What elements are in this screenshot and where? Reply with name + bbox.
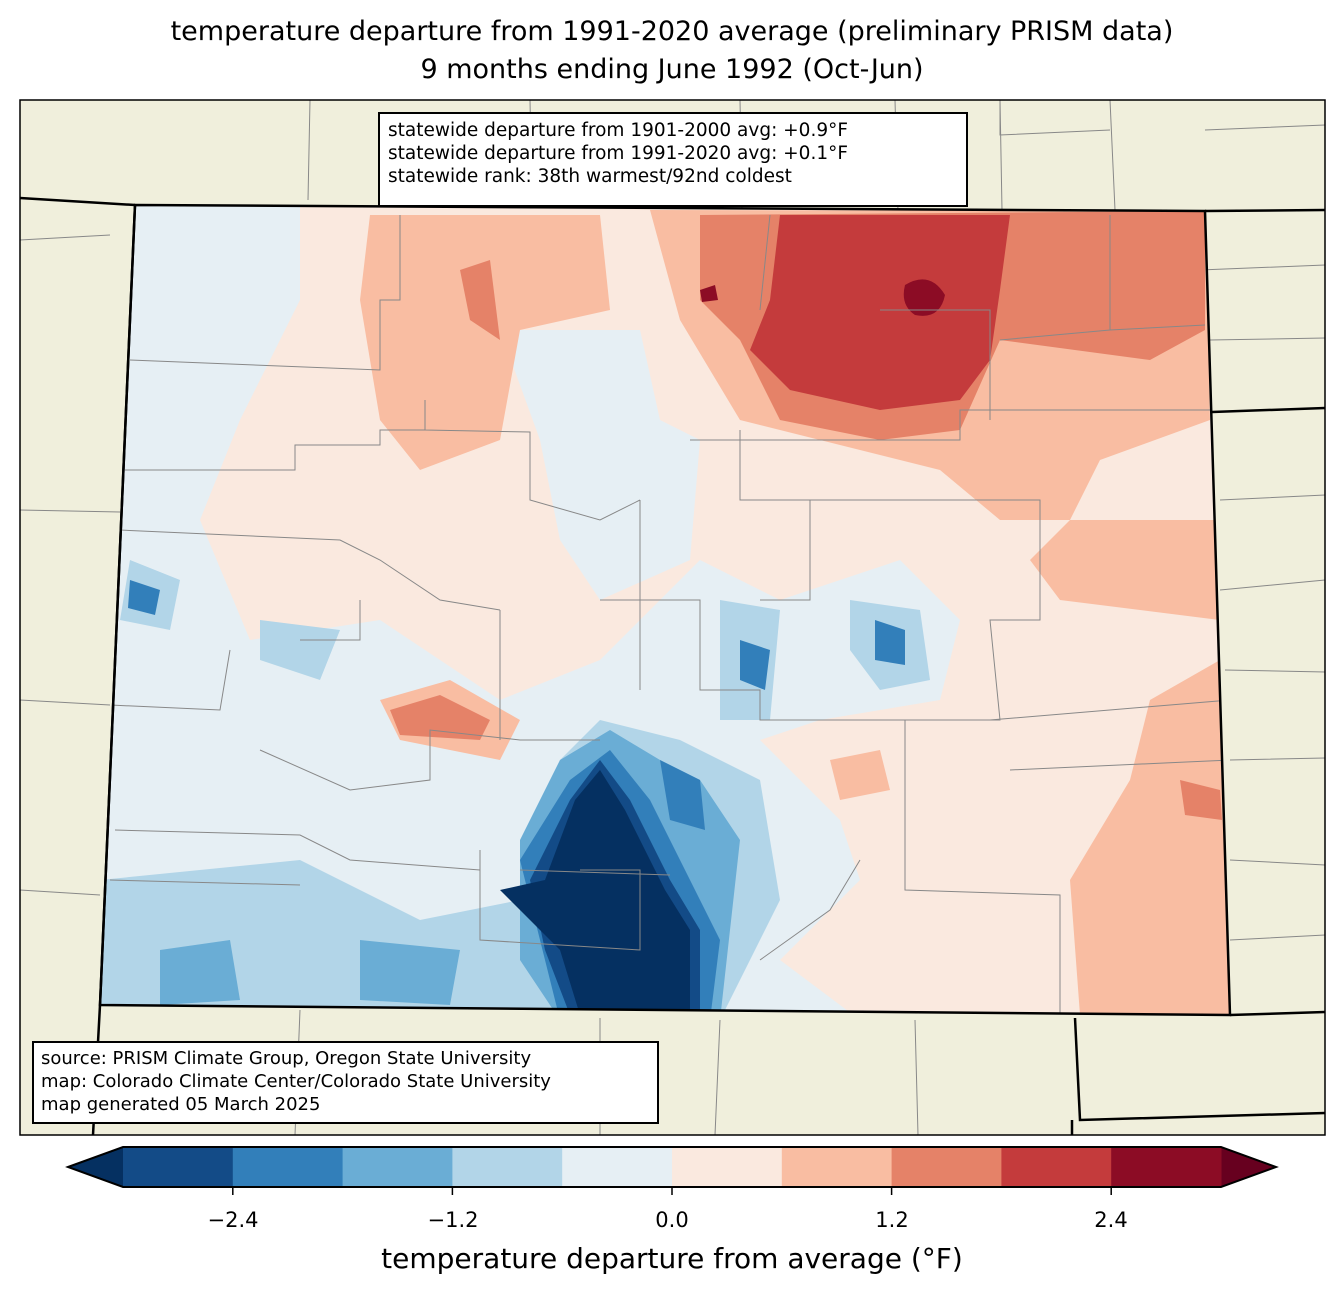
source-line: source: PRISM Climate Group, Oregon Stat…: [41, 1048, 532, 1069]
map-frame: [19, 99, 1326, 1136]
statewide-stats-box: statewide departure from 1901-2000 avg: …: [378, 112, 968, 207]
colorbar-extend-under: [68, 1147, 123, 1187]
colorbar-tick-label: 2.4: [1094, 1208, 1128, 1232]
source-box: source: PRISM Climate Group, Oregon Stat…: [32, 1041, 659, 1124]
colorbar-segment: [562, 1147, 673, 1187]
colorbar-segment: [1111, 1147, 1222, 1187]
map-credit-line: map: Colorado Climate Center/Colorado St…: [41, 1071, 551, 1092]
colorbar-label: temperature departure from average (°F): [381, 1242, 963, 1275]
colorbar-segment: [342, 1147, 453, 1187]
stat-1901-2000: statewide departure from 1901-2000 avg: …: [388, 120, 848, 141]
colorbar-tick-label: −2.4: [207, 1208, 259, 1232]
colorbar-tick-label: 1.2: [875, 1208, 909, 1232]
colorbar-tick-label: 0.0: [655, 1208, 689, 1232]
colorbar-segment: [452, 1147, 563, 1187]
colorbar: [65, 1146, 1279, 1195]
colorbar-segment: [232, 1147, 344, 1187]
colorbar-segment: [1001, 1147, 1112, 1187]
county-lines: [109, 214, 1230, 1015]
stat-1991-2020: statewide departure from 1991-2020 avg: …: [388, 143, 848, 164]
colorbar-segment: [891, 1147, 1002, 1187]
map-title: temperature departure from 1991-2020 ave…: [170, 16, 1174, 47]
map-subtitle: 9 months ending June 1992 (Oct-Jun): [420, 54, 924, 85]
colorbar-segment: [672, 1147, 783, 1187]
stat-rank: statewide rank: 38th warmest/92nd coldes…: [388, 166, 792, 187]
colorbar-segment: [123, 1147, 234, 1187]
colorbar-extend-over: [1221, 1147, 1276, 1187]
colorbar-segment: [781, 1147, 893, 1187]
colorbar-tick-label: −1.2: [427, 1208, 479, 1232]
generated-date-line: map generated 05 March 2025: [41, 1094, 321, 1115]
colorbar-outline: [65, 1146, 1279, 1188]
